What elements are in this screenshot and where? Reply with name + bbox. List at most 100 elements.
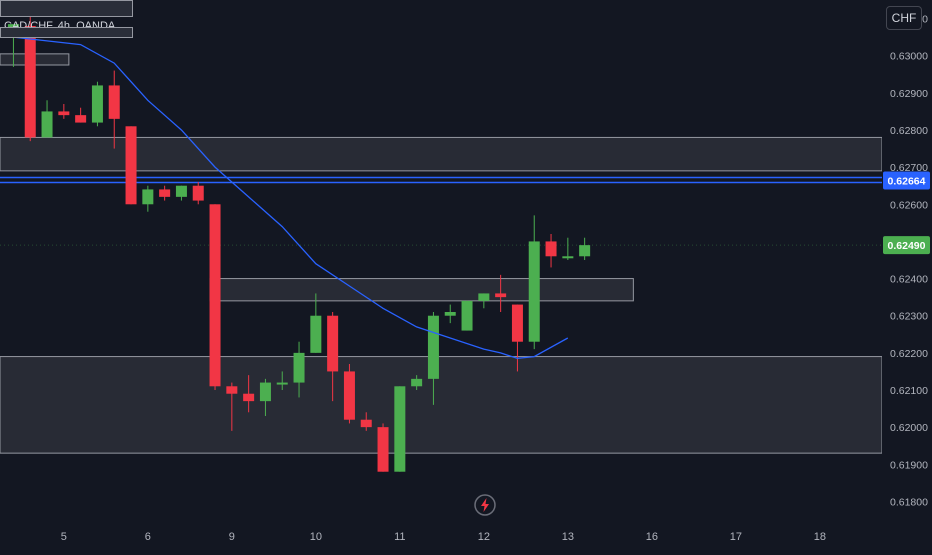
- candle-3[interactable]: [58, 104, 70, 119]
- y-tick-label-12: 0.61800: [890, 496, 928, 508]
- zone-rect-2[interactable]: [209, 278, 634, 302]
- candle-22[interactable]: [377, 423, 389, 472]
- candle-body: [310, 315, 322, 353]
- hline-price-label-text: 0.62664: [888, 176, 926, 188]
- candle-body: [259, 382, 271, 402]
- candle-body: [495, 293, 507, 298]
- zone-rect-1[interactable]: [0, 356, 883, 454]
- candle-body: [545, 241, 557, 257]
- candle-34[interactable]: [579, 237, 591, 260]
- last-price-label-bg: [883, 236, 930, 255]
- candle-body: [394, 386, 406, 472]
- currency-button[interactable]: CHF: [886, 6, 922, 30]
- candle-body: [75, 115, 87, 123]
- zone-rect-0[interactable]: [0, 136, 883, 172]
- candle-18[interactable]: [310, 293, 322, 353]
- candle-body: [276, 382, 288, 385]
- candle-4[interactable]: [75, 107, 87, 123]
- last-price-label[interactable]: 0.62490: [883, 236, 930, 255]
- candle-23[interactable]: [394, 386, 406, 472]
- hline-price-label[interactable]: 0.62664: [883, 171, 930, 190]
- candle-9[interactable]: [159, 185, 171, 201]
- y-tick-label-10: 0.62000: [890, 422, 928, 434]
- candle-15[interactable]: [259, 378, 271, 416]
- lightning-bolt-icon[interactable]: [474, 494, 496, 516]
- candle-body: [444, 312, 456, 316]
- x-tick-label-9: 18: [814, 531, 826, 543]
- candle-body: [411, 378, 423, 387]
- y-tick-label-6: 0.62400: [890, 274, 928, 286]
- hline-layer: [0, 176, 882, 246]
- candle-25[interactable]: [427, 312, 439, 405]
- y-tick-label-2: 0.62900: [890, 88, 928, 100]
- candle-20[interactable]: [343, 364, 355, 424]
- moving-average-line[interactable]: [13, 36, 569, 360]
- price-labels-layer: 0.62664 0.62490: [883, 171, 930, 255]
- y-tick-label-7: 0.62300: [890, 311, 928, 323]
- candle-16[interactable]: [276, 371, 288, 390]
- candle-body: [478, 293, 490, 301]
- candle-5[interactable]: [91, 81, 103, 127]
- candle-26[interactable]: [444, 304, 456, 324]
- candle-body: [360, 419, 372, 428]
- candle-14[interactable]: [243, 375, 255, 413]
- candle-17[interactable]: [293, 341, 305, 398]
- price-axis-panel[interactable]: [882, 0, 932, 550]
- candle-2[interactable]: [41, 100, 53, 138]
- last-price-label-text: 0.62490: [888, 240, 926, 252]
- candle-body: [58, 111, 70, 116]
- ticker-bar: [0, 27, 133, 38]
- ticker-box: [0, 0, 133, 17]
- hline-price-label-bg: [883, 171, 930, 190]
- x-tick-label-1: 6: [145, 531, 151, 543]
- candle-body: [192, 185, 204, 201]
- candle-body: [125, 126, 137, 205]
- candle-28[interactable]: [478, 293, 490, 309]
- candle-32[interactable]: [545, 234, 557, 268]
- candle-13[interactable]: [226, 382, 238, 431]
- x-tick-label-2: 9: [229, 531, 235, 543]
- x-tick-label-7: 16: [646, 531, 658, 543]
- y-tick-label-1: 0.63000: [890, 51, 928, 63]
- candle-27[interactable]: [461, 300, 473, 331]
- candle-29[interactable]: [495, 274, 507, 312]
- candle-33[interactable]: [562, 237, 574, 260]
- candle-body: [159, 189, 171, 197]
- x-tick-label-6: 13: [562, 531, 574, 543]
- candle-8[interactable]: [142, 185, 154, 212]
- x-tick-label-4: 11: [394, 531, 405, 543]
- candle-11[interactable]: [192, 182, 204, 205]
- candle-body: [209, 204, 221, 387]
- x-tick-label-0: 5: [61, 531, 67, 543]
- y-tick-label-4: 0.62700: [890, 162, 928, 174]
- x-tick-label-3: 10: [310, 531, 322, 543]
- candle-body: [511, 304, 523, 342]
- x-tick-label-5: 12: [478, 531, 490, 543]
- candle-body: [327, 315, 339, 372]
- candle-24[interactable]: [411, 375, 423, 390]
- candle-body: [41, 111, 53, 138]
- candle-10[interactable]: [175, 185, 187, 201]
- y-tick-label-3: 0.62800: [890, 125, 928, 137]
- candle-body: [528, 241, 540, 342]
- candle-body: [226, 386, 238, 394]
- candle-body: [243, 393, 255, 402]
- candle-19[interactable]: [327, 312, 339, 402]
- candle-body: [427, 315, 439, 379]
- candle-7[interactable]: [125, 126, 137, 205]
- candle-body: [24, 26, 36, 138]
- candle-body: [579, 245, 591, 257]
- candle-12[interactable]: [209, 204, 221, 390]
- candle-6[interactable]: [108, 70, 120, 149]
- candle-30[interactable]: [511, 304, 523, 372]
- candle-21[interactable]: [360, 412, 372, 431]
- y-tick-label-9: 0.62100: [890, 385, 928, 397]
- candle-body: [175, 185, 187, 197]
- candle-body: [377, 427, 389, 472]
- candle-body: [108, 85, 120, 119]
- candle-31[interactable]: [528, 215, 540, 350]
- candle-body: [293, 352, 305, 383]
